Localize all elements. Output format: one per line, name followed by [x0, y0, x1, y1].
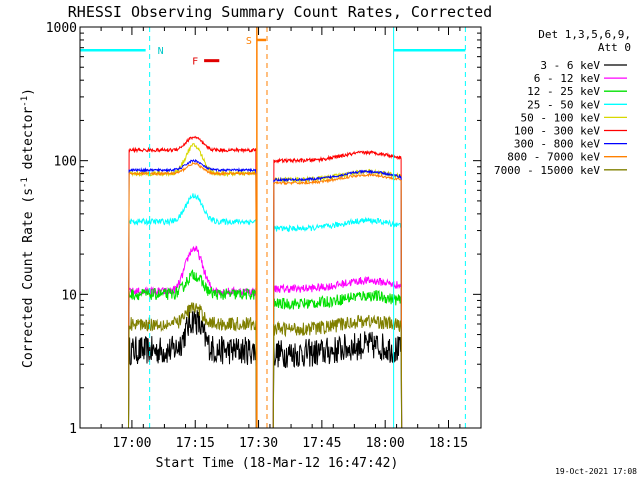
legend-header-line-2: Att 0	[598, 41, 631, 54]
legend-label: 7000 - 15000 keV	[494, 164, 600, 177]
legend-label: 50 - 100 keV	[521, 111, 601, 124]
x-tick-label: 17:15	[176, 436, 215, 451]
y-axis-label-sup1: -1	[20, 177, 30, 188]
legend-label: 12 - 25 keV	[527, 85, 600, 98]
y-axis-label-sup2: -1	[20, 96, 30, 107]
x-tick-label: 17:45	[302, 436, 341, 451]
x-tick-label: 18:15	[429, 436, 468, 451]
y-axis-label: Corrected Count Rate (s-1 detector-1)	[20, 88, 36, 368]
night-label: N	[158, 46, 164, 57]
legend-label: 800 - 7000 keV	[507, 151, 600, 164]
x-tick-label: 17:30	[239, 436, 278, 451]
legend-label: 100 - 300 keV	[514, 125, 600, 138]
y-axis-label-mid: detector	[21, 107, 36, 178]
chart-title: RHESSI Observing Summary Count Rates, Co…	[68, 3, 492, 21]
x-tick-label: 18:00	[366, 436, 405, 451]
legend-label: 25 - 50 keV	[527, 98, 600, 111]
legend-header-line-1: Det 1,3,5,6,9,	[538, 28, 631, 41]
legend-label: 3 - 6 keV	[540, 59, 600, 72]
y-axis-label-end: )	[21, 88, 36, 96]
plot-frame	[79, 26, 482, 429]
y-tick-label: 10	[61, 288, 77, 303]
y-tick-label: 1	[69, 422, 77, 437]
y-axis-label-main: Corrected Count Rate (s	[21, 188, 36, 368]
saa-label: S	[246, 36, 252, 47]
y-tick-label: 100	[54, 155, 77, 170]
footer-date: 19-Oct-2021 17:08	[555, 467, 637, 476]
series-line	[128, 269, 403, 429]
legend-label: 300 - 800 keV	[514, 138, 600, 151]
x-tick-label: 17:00	[112, 436, 151, 451]
series-line	[128, 135, 403, 429]
axis-layer: 1 10 100 1000 17:00 17:15 17:30 17:45 18:00 18:15	[46, 21, 482, 451]
series-line	[128, 158, 403, 429]
legend-label: 6 - 12 keV	[534, 72, 601, 85]
x-axis-label: Start Time (18-Mar-12 16:47:42)	[156, 456, 399, 471]
y-tick-label: 1000	[46, 21, 77, 36]
flare-label: F	[192, 57, 198, 68]
